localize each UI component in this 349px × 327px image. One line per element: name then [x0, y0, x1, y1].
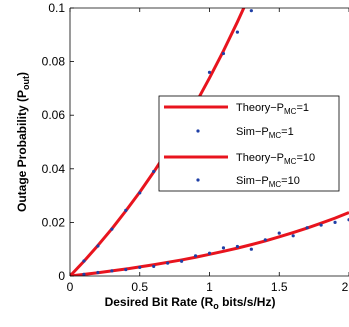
series-1-point-3: [124, 208, 128, 212]
x-tick-label-1: 0.5: [131, 280, 148, 294]
legend-marker-sim-mc10: [196, 178, 200, 182]
y-tick-label-4: 0.08: [42, 55, 66, 69]
x-tick-label-0: 0: [67, 280, 74, 294]
y-tick-label-1: 0.02: [42, 215, 66, 229]
legend-label-theory-mc10: Theory−PMC=10: [236, 152, 315, 166]
y-tick-label-5: 0.1: [48, 1, 65, 15]
series-3-point-2: [110, 269, 114, 273]
legend-marker-sim-mc1: [196, 129, 200, 133]
series-1-point-2: [110, 227, 114, 231]
legend: Theory−PMC=1 Sim−PMC=1 Theory−PMC=10 Sim…: [158, 95, 340, 192]
series-3-point-10: [221, 246, 226, 250]
series-3-point-4: [138, 265, 142, 270]
series-1-point-1: [96, 244, 100, 248]
series-3-point-17: [319, 223, 323, 227]
y-tick-label-2: 0.04: [42, 162, 66, 176]
series-3-point-18: [333, 220, 337, 224]
series-3-point-1: [96, 270, 100, 275]
series-1-point-11: [235, 30, 239, 34]
series-1-point-0: [82, 259, 86, 263]
y-axis-label: Outage Probability (Pout): [15, 72, 31, 212]
series-1-point-12: [249, 9, 253, 13]
legend-label-theory-mc1: Theory−PMC=1: [236, 102, 309, 116]
series-3-point-3: [124, 267, 128, 272]
legend-box: [158, 95, 340, 192]
x-axis-label: Desired Bit Rate (Ro bits/s/Hz): [105, 295, 276, 311]
series-3-point-7: [180, 259, 184, 263]
series-3-point-13: [263, 238, 267, 242]
series-3-point-15: [291, 234, 295, 238]
series-3-point-9: [207, 251, 212, 255]
series-1-point-10: [221, 51, 226, 56]
y-tick-label-3: 0.06: [42, 108, 66, 122]
series-3-point-16: [305, 226, 309, 230]
series-1-point-5: [152, 169, 156, 174]
series-1-point-13: [264, 4, 267, 7]
series-3-point-14: [277, 231, 281, 235]
x-tick-label-3: 1.5: [271, 280, 288, 294]
x-tick-label-4: 2: [342, 280, 349, 294]
series-3-point-6: [166, 261, 170, 265]
series-3-point-12: [249, 247, 253, 251]
legend-label-sim-mc1: Sim−PMC=1: [236, 126, 294, 140]
ticks-layer: 0 0.5 1 1.5 2 0 0.02 0.04 0.06 0.08 0.1: [42, 1, 349, 294]
series-1-point-9: [207, 70, 212, 74]
series-3-point-11: [235, 244, 239, 249]
legend-label-sim-mc10: Sim−PMC=10: [236, 175, 300, 189]
x-tick-label-2: 1: [206, 280, 213, 294]
series-1-point-4: [138, 191, 142, 195]
series-3-point-5: [152, 264, 156, 268]
series-3-point-8: [193, 254, 198, 258]
y-tick-label-0: 0: [58, 269, 65, 283]
series-3-point-0: [82, 272, 86, 276]
